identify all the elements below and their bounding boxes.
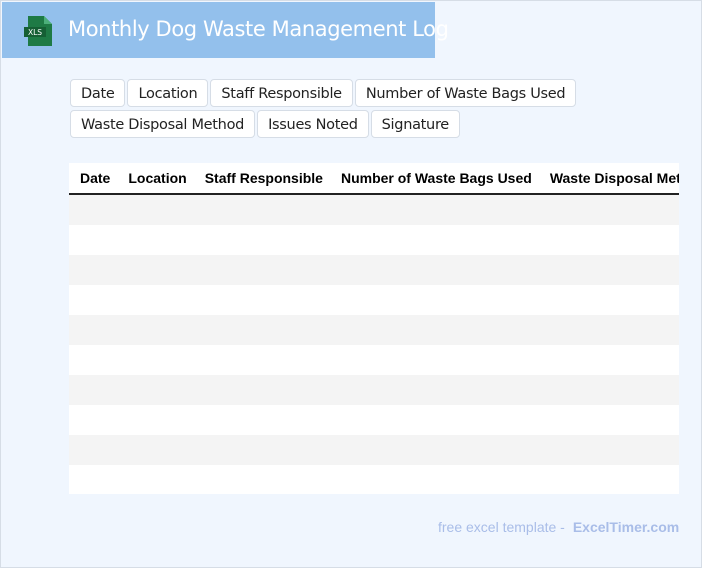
- table-cell[interactable]: [329, 285, 539, 315]
- table-cell[interactable]: [193, 315, 330, 345]
- table-cell[interactable]: [69, 255, 118, 285]
- table-row: [69, 194, 679, 225]
- table-cell[interactable]: [193, 255, 330, 285]
- table-cell[interactable]: [538, 285, 679, 315]
- table-cell[interactable]: [69, 285, 118, 315]
- table-row: [69, 405, 679, 435]
- table-cell[interactable]: [117, 255, 194, 285]
- field-chip[interactable]: Staff Responsible: [210, 79, 353, 107]
- header-banner: XLS Monthly Dog Waste Management Log: [2, 2, 449, 58]
- table-cell[interactable]: [69, 225, 118, 255]
- table-cell[interactable]: [538, 255, 679, 285]
- table-cell[interactable]: [69, 315, 118, 345]
- table-row: [69, 465, 679, 494]
- column-header: Staff Responsible: [193, 163, 330, 195]
- log-table-container[interactable]: Date Location Staff Responsible Number of W…: [69, 163, 679, 494]
- table-cell[interactable]: [117, 315, 194, 345]
- field-chip[interactable]: Number of Waste Bags Used: [354, 79, 577, 107]
- log-table: Date Location Staff Responsible Number of W…: [69, 163, 679, 494]
- table-cell[interactable]: [329, 255, 539, 285]
- field-chip[interactable]: Signature: [370, 110, 460, 138]
- table-cell[interactable]: [538, 225, 679, 255]
- excel-file-icon: XLS: [24, 16, 52, 46]
- table-row: [69, 225, 679, 255]
- table-cell[interactable]: [193, 194, 330, 225]
- table-cell[interactable]: [193, 465, 330, 494]
- table-cell[interactable]: [117, 194, 194, 225]
- table-cell[interactable]: [69, 405, 118, 435]
- table-cell[interactable]: [117, 465, 194, 494]
- table-cell[interactable]: [538, 465, 679, 494]
- table-cell[interactable]: [538, 435, 679, 465]
- table-cell[interactable]: [117, 375, 194, 405]
- table-row: [69, 435, 679, 465]
- table-cell[interactable]: [69, 345, 118, 375]
- footer-text: free excel template -: [438, 519, 565, 535]
- table-cell[interactable]: [329, 345, 539, 375]
- field-chip[interactable]: Waste Disposal Method: [70, 110, 256, 138]
- table-header-row: Date Location Staff Responsible Number of W…: [69, 163, 679, 195]
- table-cell[interactable]: [538, 315, 679, 345]
- field-chip-list: Date Location Staff Responsible Number of W…: [70, 79, 590, 141]
- table-cell[interactable]: [193, 285, 330, 315]
- table-cell[interactable]: [193, 375, 330, 405]
- table-cell[interactable]: [117, 285, 194, 315]
- column-header: Location: [117, 163, 194, 195]
- table-cell[interactable]: [193, 345, 330, 375]
- table-cell[interactable]: [193, 435, 330, 465]
- table-cell[interactable]: [538, 375, 679, 405]
- table-cell[interactable]: [329, 375, 539, 405]
- table-cell[interactable]: [538, 405, 679, 435]
- table-cell[interactable]: [329, 315, 539, 345]
- field-chip[interactable]: Date: [70, 79, 126, 107]
- table-cell[interactable]: [193, 225, 330, 255]
- table-cell[interactable]: [538, 194, 679, 225]
- table-cell[interactable]: [69, 465, 118, 494]
- table-row: [69, 345, 679, 375]
- column-header: Number of Waste Bags Used: [329, 163, 539, 195]
- table-cell[interactable]: [193, 405, 330, 435]
- table-cell[interactable]: [69, 375, 118, 405]
- footer-credit: free excel template - ExcelTimer.com: [438, 519, 679, 535]
- table-cell[interactable]: [329, 225, 539, 255]
- field-chip[interactable]: Location: [127, 79, 209, 107]
- footer-brand-link[interactable]: ExcelTimer.com: [572, 519, 680, 535]
- page-title: Monthly Dog Waste Management Log: [68, 17, 449, 41]
- table-cell[interactable]: [329, 435, 539, 465]
- logo-text: XLS: [28, 28, 42, 37]
- table-row: [69, 285, 679, 315]
- table-cell[interactable]: [329, 405, 539, 435]
- table-cell[interactable]: [117, 405, 194, 435]
- column-header: Date: [69, 163, 118, 195]
- table-cell[interactable]: [69, 194, 118, 225]
- table-row: [69, 315, 679, 345]
- column-header: Waste Disposal Method: [538, 163, 679, 195]
- table-cell[interactable]: [329, 465, 539, 494]
- table-cell[interactable]: [538, 345, 679, 375]
- table-row: [69, 255, 679, 285]
- table-cell[interactable]: [117, 225, 194, 255]
- table-row: [69, 375, 679, 405]
- table-cell[interactable]: [69, 435, 118, 465]
- table-cell[interactable]: [329, 194, 539, 225]
- field-chip[interactable]: Issues Noted: [257, 110, 369, 138]
- table-cell[interactable]: [117, 345, 194, 375]
- table-cell[interactable]: [117, 435, 194, 465]
